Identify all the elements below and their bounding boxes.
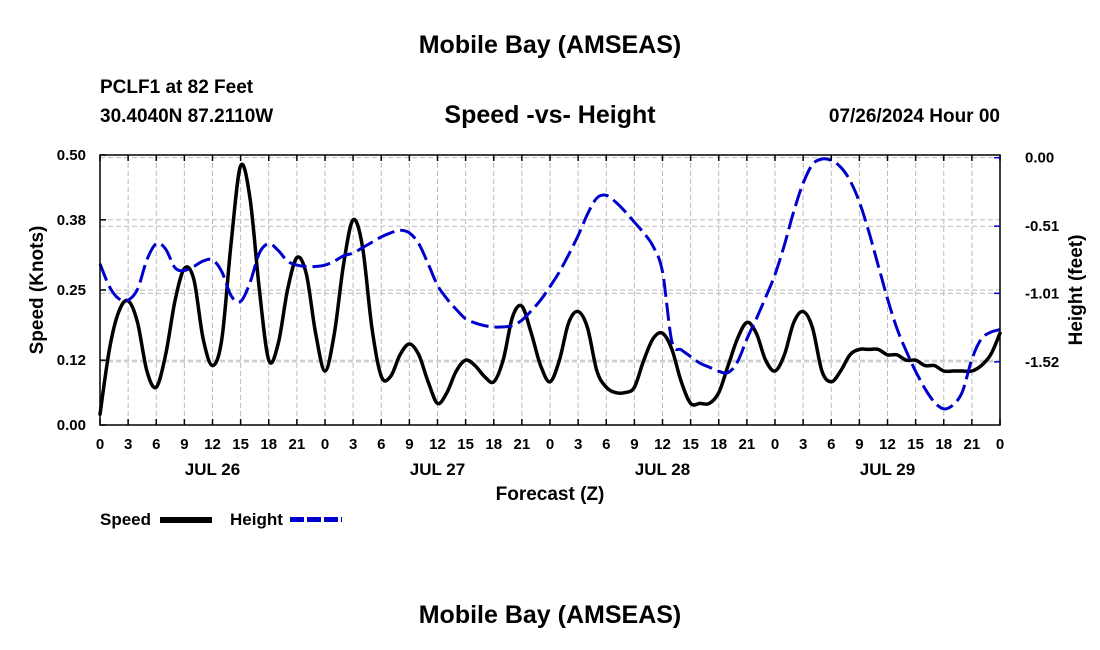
x-tick-label: 15: [907, 436, 924, 453]
legend-speed-label: Speed: [100, 510, 152, 529]
x-tick-label: 3: [574, 436, 582, 453]
legend-height-label: Height: [230, 510, 283, 529]
y-tick-label-left: 0.38: [57, 212, 86, 229]
page-title: Mobile Bay (AMSEAS): [418, 31, 682, 59]
x-tick-label: 0: [96, 436, 104, 453]
axis-ticks: 0 3 6 9 12 15 18 21 0 3 6 9 12 15 18 21 0 3 6 9 12 15 18 21 0 3 6 9…: [57, 147, 1059, 479]
day-label: JUL 28: [635, 460, 690, 479]
legend-height-swatch: [290, 517, 342, 522]
x-tick-label: 21: [739, 436, 756, 453]
y-tick-label-left: 0.12: [57, 352, 86, 369]
chart-title: Speed -vs- Height: [444, 101, 656, 129]
y-tick-label-left: 0.50: [57, 147, 86, 164]
x-tick-label: 3: [349, 436, 357, 453]
day-label: JUL 29: [860, 460, 915, 479]
x-tick-label: 21: [964, 436, 981, 453]
x-tick-label: 0: [771, 436, 779, 453]
x-tick-label: 21: [289, 436, 306, 453]
y-tick-label-right: -1.01: [1025, 285, 1059, 302]
x-tick-label: 0: [546, 436, 554, 453]
y-tick-label-right: 0.00: [1025, 150, 1054, 167]
forecast-date: 07/26/2024 Hour 00: [828, 106, 1000, 127]
x-axis-label: Forecast (Z): [496, 484, 605, 505]
x-tick-label: 15: [457, 436, 474, 453]
x-tick-label: 6: [827, 436, 835, 453]
x-tick-label: 18: [710, 436, 727, 453]
station-name: PCLF1 at 82 Feet: [100, 77, 254, 98]
footer-title: Mobile Bay (AMSEAS): [418, 601, 682, 629]
x-tick-label: 6: [152, 436, 160, 453]
x-tick-label: 18: [485, 436, 502, 453]
x-tick-label: 15: [682, 436, 699, 453]
x-tick-label: 0: [996, 436, 1004, 453]
x-tick-label: 3: [799, 436, 807, 453]
legend-speed-swatch: [160, 517, 212, 523]
y-tick-label-right: -1.52: [1025, 354, 1059, 371]
x-tick-label: 6: [377, 436, 385, 453]
x-tick-label: 18: [935, 436, 952, 453]
x-tick-label: 15: [232, 436, 249, 453]
x-tick-label: 9: [180, 436, 188, 453]
x-tick-label: 18: [260, 436, 277, 453]
x-tick-label: 12: [654, 436, 671, 453]
series-line-speed: [98, 162, 1002, 416]
x-tick-label: 12: [204, 436, 221, 453]
speed-height-chart: 0 3 6 9 12 15 18 21 0 3 6 9 12 15 18 21 0 3 6 9 12 15 18 21 0 3 6 9…: [27, 147, 1087, 505]
x-tick-label: 9: [405, 436, 413, 453]
y-axis-label-left: Speed (Knots): [27, 226, 48, 355]
day-label: JUL 26: [185, 460, 240, 479]
x-tick-label: 21: [514, 436, 531, 453]
x-tick-label: 9: [855, 436, 863, 453]
y-tick-label-left: 0.25: [57, 282, 86, 299]
x-tick-label: 3: [124, 436, 132, 453]
series-line-height: [98, 157, 1001, 411]
x-tick-label: 12: [879, 436, 896, 453]
y-tick-label-right: -0.51: [1025, 218, 1059, 235]
station-coordinates: 30.4040N 87.2110W: [100, 106, 274, 127]
y-tick-label-left: 0.00: [57, 417, 86, 434]
x-tick-label: 9: [630, 436, 638, 453]
x-tick-label: 0: [321, 436, 329, 453]
y-axis-label-right: Height (feet): [1066, 235, 1087, 346]
series-lines: [98, 157, 1002, 416]
x-tick-label: 6: [602, 436, 610, 453]
x-tick-label: 12: [429, 436, 446, 453]
day-label: JUL 27: [410, 460, 465, 479]
